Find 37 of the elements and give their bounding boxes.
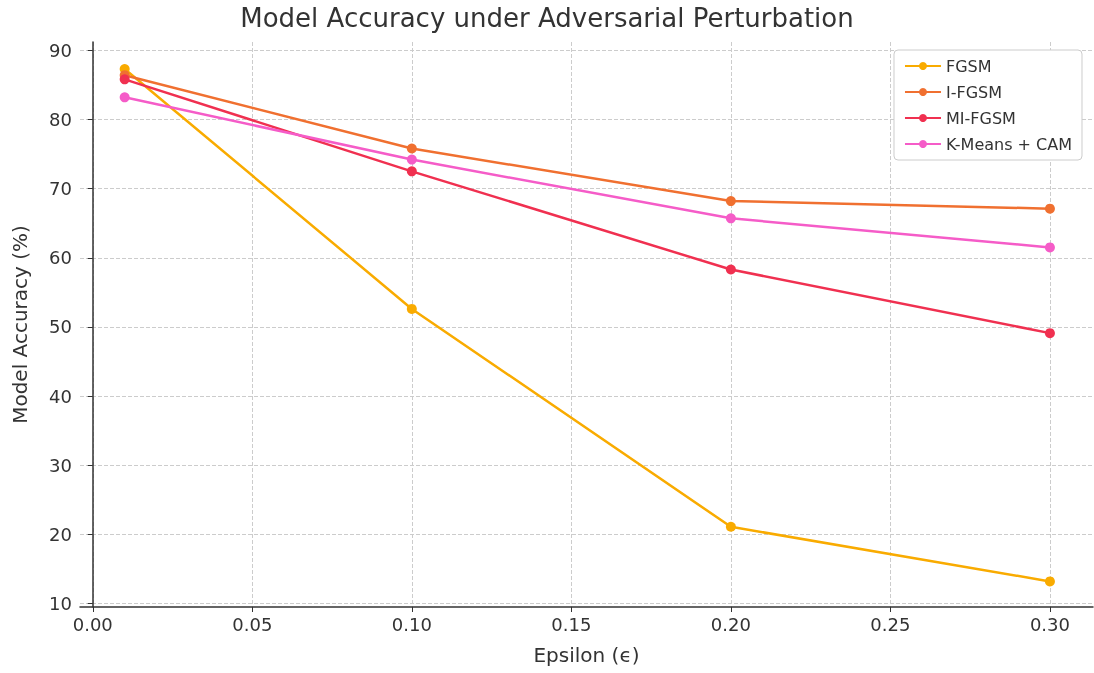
legend-label: K-Means + CAM: [945, 134, 1072, 154]
x-tick-label: 0.25: [870, 613, 911, 635]
y-tick-label: 90: [49, 39, 72, 61]
point: [725, 521, 736, 532]
point: [725, 264, 736, 275]
y-tick-label: 30: [49, 454, 72, 476]
y-tick-label: 10: [49, 593, 72, 615]
point: [1044, 203, 1055, 214]
x-tick-label: 0.30: [1029, 613, 1070, 635]
point: [119, 74, 130, 85]
legend-label: FGSM: [945, 56, 992, 76]
x-tick-label: 0.00: [72, 613, 113, 635]
point: [406, 154, 417, 165]
point: [1044, 242, 1055, 253]
y-axis-title: Model Accuracy (%): [8, 225, 32, 424]
legend-label: I-FGSM: [945, 82, 1003, 102]
point: [406, 143, 417, 154]
point: [406, 303, 417, 314]
y-tick-label: 40: [49, 385, 72, 407]
point: [406, 166, 417, 177]
y-tick-label: 70: [49, 178, 72, 200]
point: [1044, 576, 1055, 587]
point: [1044, 328, 1055, 339]
x-axis-title: Epsilon (ϵ): [533, 643, 640, 667]
x-tick-label: 0.10: [391, 613, 432, 635]
chart-title: Model Accuracy under Adversarial Perturbation: [240, 3, 854, 33]
y-tick-label: 50: [49, 316, 72, 338]
x-tick-label: 0.15: [551, 613, 592, 635]
legend-label: MI-FGSM: [945, 108, 1016, 128]
y-tick-label: 60: [49, 247, 72, 269]
x-tick-label: 0.05: [232, 613, 273, 635]
y-tick-label: 80: [49, 108, 72, 130]
point: [725, 196, 736, 207]
point: [725, 213, 736, 224]
x-tick-label: 0.20: [710, 613, 751, 635]
y-tick-label: 20: [49, 523, 72, 545]
point: [119, 92, 130, 103]
